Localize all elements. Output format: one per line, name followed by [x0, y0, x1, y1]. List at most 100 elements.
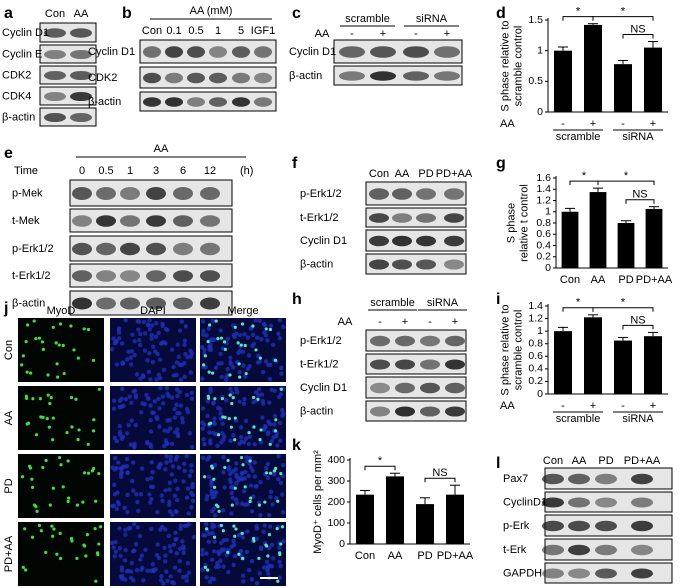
myod-cell [226, 550, 230, 554]
nucleus [189, 396, 195, 401]
nucleus [262, 322, 267, 328]
group-label: scramble [556, 131, 601, 143]
nucleus [206, 326, 211, 331]
nucleus [266, 513, 272, 518]
row-label: p-Erk1/2 [12, 243, 54, 255]
myod-cell [39, 529, 43, 533]
blot-frame [365, 181, 467, 206]
nucleus [131, 488, 136, 493]
nucleus [231, 432, 236, 438]
nucleus [167, 499, 172, 505]
blot-band [120, 215, 140, 227]
nucleus [148, 417, 153, 423]
bar [584, 24, 602, 113]
y-axis-label: relative t control [518, 184, 530, 262]
group-label: AA (mM) [190, 5, 233, 17]
nucleus [177, 389, 182, 395]
nucleus [207, 579, 213, 584]
blot-frame [365, 207, 467, 228]
myod-cell [217, 509, 221, 513]
nucleus [123, 532, 128, 537]
nucleus [238, 434, 244, 440]
myod-cell [233, 486, 237, 490]
row-label: β-actin [300, 405, 333, 417]
y-tick-label: 1 [545, 206, 551, 218]
nucleus [149, 332, 154, 338]
nucleus [162, 545, 167, 551]
nucleus [211, 549, 217, 554]
nucleus [222, 547, 228, 552]
nucleus [245, 335, 251, 340]
myod-cell [30, 477, 34, 481]
nucleus [188, 354, 194, 359]
nucleus [206, 474, 212, 479]
nucleus [158, 527, 163, 532]
lane-label: PD+AA [436, 168, 473, 180]
nucleus [114, 506, 120, 511]
nucleus [229, 490, 234, 496]
nucleus [259, 336, 264, 342]
nucleus [156, 372, 161, 378]
blot-band [631, 568, 653, 579]
lane-label: - [378, 316, 382, 328]
nucleus [207, 531, 212, 536]
y-axis-label: scramble control [512, 26, 524, 107]
myod-cell [86, 327, 91, 332]
nucleus [209, 480, 214, 485]
blot-band [339, 71, 365, 81]
nucleus [140, 373, 146, 378]
nucleus [180, 416, 185, 421]
blot-band [96, 297, 116, 310]
nucleus [234, 472, 239, 477]
nucleus [207, 347, 212, 352]
nucleus [249, 558, 255, 564]
y-tick-label: 0 [537, 106, 543, 118]
myod-cell [55, 362, 59, 366]
myod-cell [94, 499, 98, 503]
micrograph [110, 318, 196, 382]
myod-cell [278, 552, 282, 557]
nucleus [140, 401, 145, 406]
nucleus [173, 530, 178, 536]
nucleus [278, 392, 284, 397]
y-axis-label: scramble control [512, 310, 524, 391]
nucleus [147, 492, 152, 497]
myod-cell [82, 471, 87, 475]
nucleus [117, 432, 123, 437]
nucleus [280, 407, 285, 413]
blot-band [173, 187, 193, 200]
blot-band [445, 382, 465, 394]
nucleus [245, 529, 250, 534]
nucleus [213, 365, 219, 370]
myod-cell [38, 397, 43, 401]
nucleus [186, 511, 191, 516]
blot-band [120, 187, 140, 200]
myod-cell [230, 503, 234, 507]
nucleus [222, 434, 227, 439]
myod-cell [59, 463, 63, 467]
nucleus [168, 549, 173, 554]
bar [614, 340, 632, 394]
row-label: Cyclin D1 [300, 235, 347, 247]
blot-band [200, 270, 220, 282]
nucleus [186, 570, 192, 575]
y-tick-label: 200 [327, 496, 345, 508]
myod-cell [223, 347, 227, 351]
blot-band [434, 46, 460, 58]
nucleus [134, 567, 140, 573]
row-label: CyclinD1 [503, 496, 547, 508]
nucleus [189, 390, 194, 396]
nucleus [228, 386, 233, 392]
nucleus [114, 362, 120, 367]
blot-band [187, 72, 205, 84]
blot-band [444, 213, 464, 223]
myod-cell [238, 375, 242, 379]
nucleus [219, 440, 224, 445]
nucleus [226, 467, 232, 472]
myod-cell [240, 322, 245, 326]
lane-title: Time [14, 165, 38, 177]
y-tick-label: 0.5 [528, 75, 543, 87]
nucleus [176, 465, 182, 470]
nucleus [222, 485, 227, 490]
nucleus [113, 539, 118, 545]
